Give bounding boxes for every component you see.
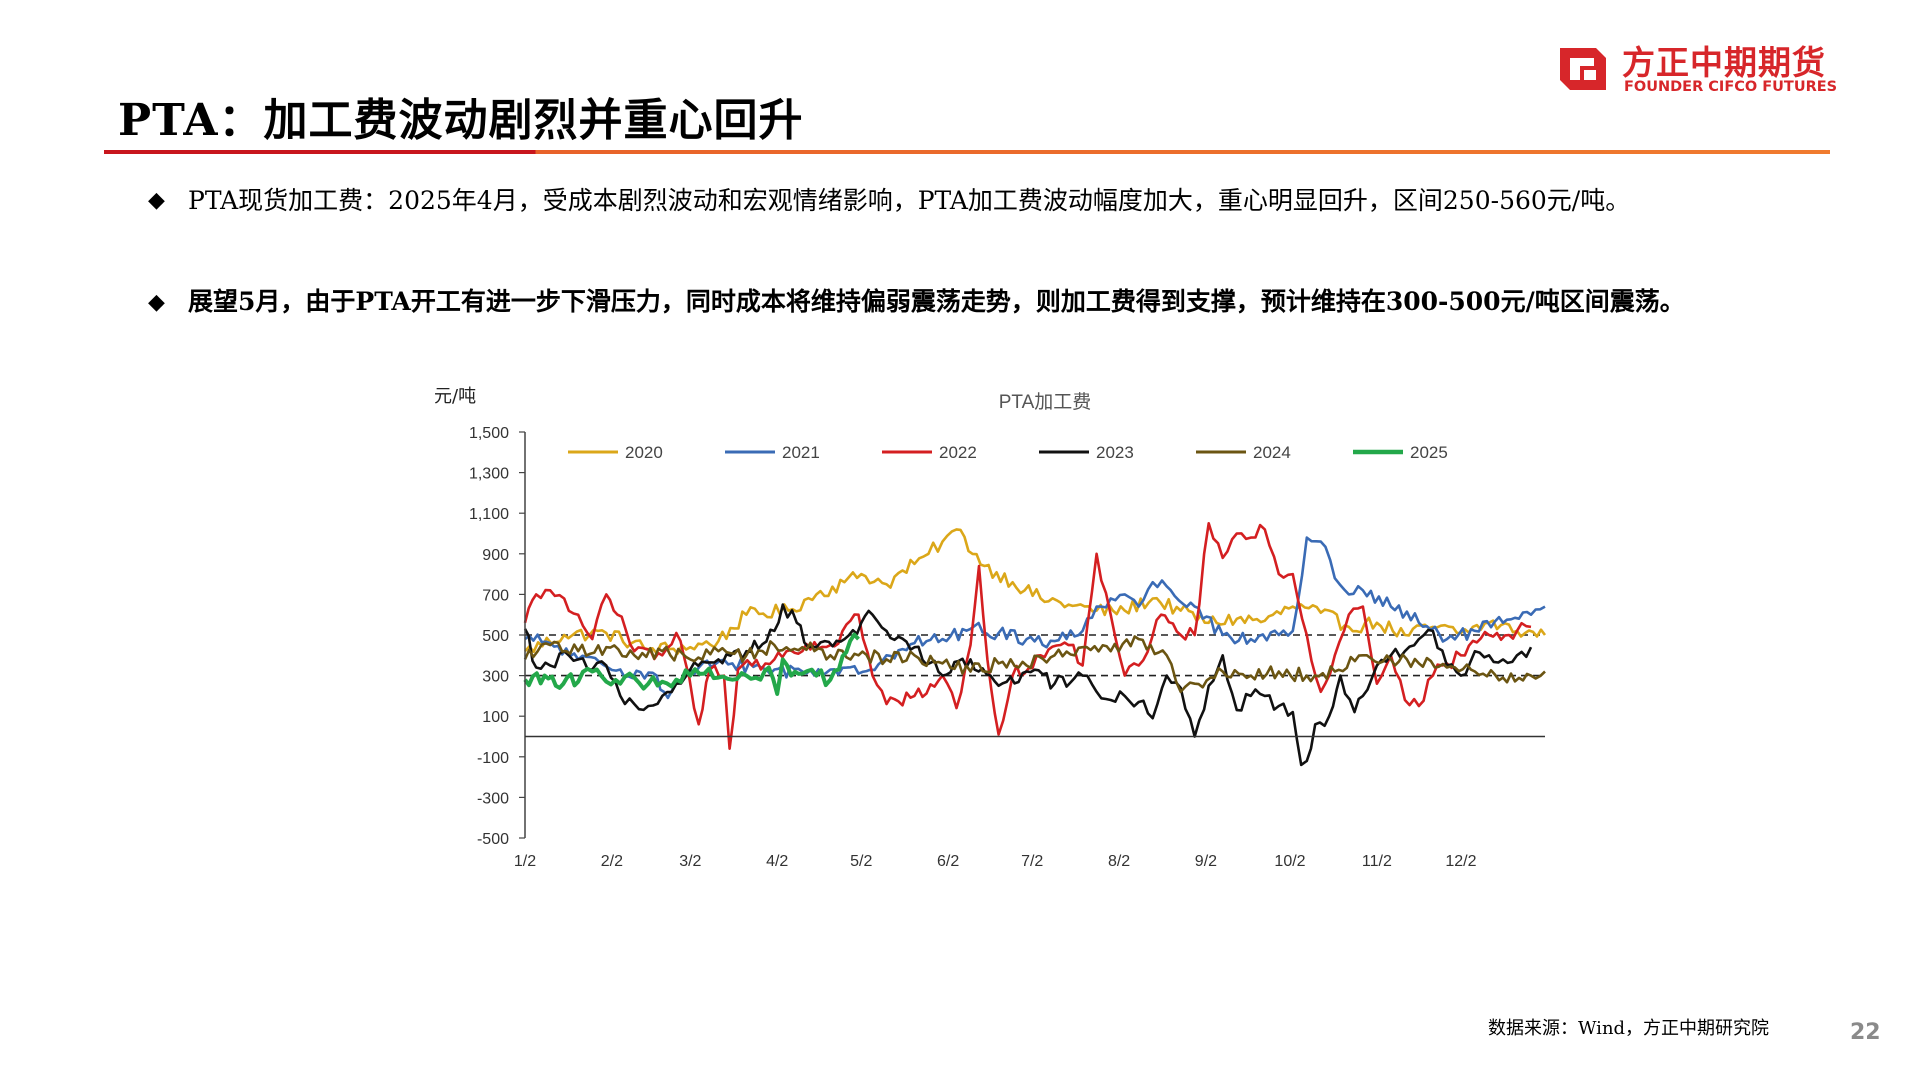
- x-tick-label: 8/2: [1108, 853, 1130, 870]
- legend-label-2020: 2020: [625, 443, 663, 462]
- legend-label-2021: 2021: [782, 443, 820, 462]
- brand-logo: 方正中期期货 FOUNDER CIFCO FUTURES: [1556, 36, 1846, 98]
- y-tick-label: 300: [482, 669, 509, 686]
- line-chart: PTA加工费 元/吨 1,500 1,300 1,100 900 700 500 300 10…: [434, 386, 1547, 870]
- x-tick-label: 11/2: [1362, 853, 1392, 870]
- y-tick-label: -500: [477, 831, 509, 848]
- y-tick-label: 500: [482, 628, 509, 645]
- x-tick-label: 1/2: [514, 853, 536, 870]
- y-tick-label: 100: [482, 709, 509, 726]
- legend-label-2022: 2022: [939, 443, 977, 462]
- series-line-2020: [524, 528, 1547, 655]
- y-tick-label: 900: [482, 547, 509, 564]
- y-tick-label: 1,500: [469, 425, 509, 442]
- y-tick-label: -100: [477, 750, 509, 767]
- x-tick-label: 12/2: [1445, 853, 1476, 870]
- y-tick-label: 700: [482, 587, 509, 604]
- x-tick-label: 4/2: [766, 853, 788, 870]
- x-tick-label: 6/2: [937, 853, 959, 870]
- legend-label-2023: 2023: [1096, 443, 1134, 462]
- diamond-bullet-icon: ◆: [148, 289, 165, 315]
- brand-name-en: FOUNDER CIFCO FUTURES: [1624, 79, 1838, 95]
- title-divider: [104, 150, 1830, 154]
- legend-label-2025: 2025: [1410, 443, 1448, 462]
- data-source-note: 数据来源：Wind，方正中期研究院: [1488, 1018, 1770, 1039]
- series-line-2023: [523, 603, 1533, 767]
- y-axis-label: 元/吨: [434, 386, 476, 407]
- chart-title: PTA加工费: [999, 391, 1092, 413]
- series-line-2025: [523, 632, 860, 696]
- founder-logo-icon: [1560, 48, 1606, 90]
- x-tick-label: 3/2: [679, 853, 701, 870]
- page-title: PTA：加工费波动剧烈并重心回升: [118, 95, 804, 146]
- pta-processing-fee-chart: PTA加工费 元/吨 1,500 1,300 1,100 900 700 500 300 10…: [420, 380, 1560, 880]
- y-tick-label: 1,300: [469, 466, 509, 483]
- bullet-text: 展望5月，由于PTA开工有进一步下滑压力，同时成本将维持偏弱震荡走势，则加工费得…: [188, 287, 1685, 316]
- series-line-2024: [523, 635, 1546, 694]
- x-tick-label: 7/2: [1021, 853, 1043, 870]
- brand-name-cn: 方正中期期货: [1622, 43, 1826, 82]
- y-tick-label: -300: [477, 790, 509, 807]
- x-tick-label: 5/2: [850, 853, 872, 870]
- x-tick-label: 9/2: [1195, 853, 1217, 870]
- series-line-2021: [524, 536, 1546, 700]
- series-line-2022: [523, 522, 1532, 750]
- y-tick-label: 1,100: [469, 506, 509, 523]
- legend-label-2024: 2024: [1253, 443, 1291, 462]
- page-number: 22: [1850, 1020, 1881, 1045]
- diamond-bullet-icon: ◆: [148, 188, 165, 213]
- bullet-text: PTA现货加工费：2025年4月，受成本剧烈波动和宏观情绪影响，PTA加工费波动…: [188, 186, 1631, 215]
- x-tick-label: 10/2: [1274, 853, 1305, 870]
- x-tick-label: 2/2: [601, 853, 623, 870]
